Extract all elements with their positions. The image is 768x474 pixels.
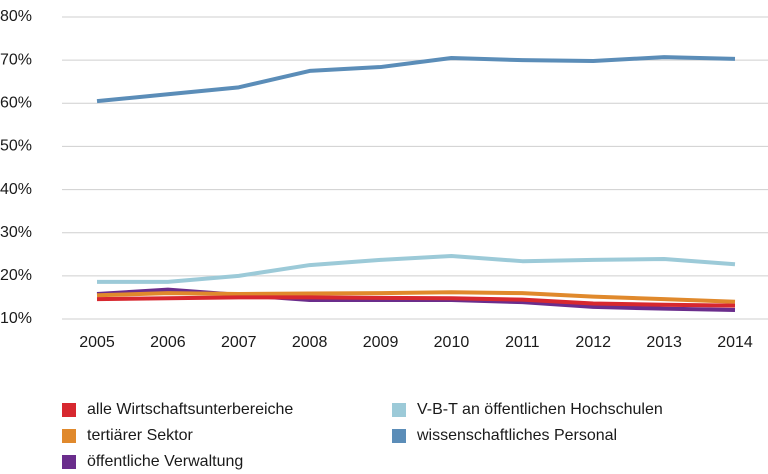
series-line: [97, 254, 736, 284]
legend-label: tertiärer Sektor: [87, 427, 193, 444]
legend-label: wissenschaftliches Personal: [416, 427, 617, 444]
x-tick-label: 2011: [505, 334, 540, 351]
x-tick-label: 2006: [150, 334, 186, 351]
x-tick-label: 2007: [221, 334, 257, 351]
x-tick-label: 2012: [575, 334, 611, 351]
legend-swatch: [392, 429, 406, 443]
legend-label: alle Wirtschaftsunterbereiche: [87, 401, 293, 418]
y-tick-label: 10%: [0, 310, 32, 327]
legend-label: öffentliche Verwaltung: [87, 453, 243, 470]
y-tick-label: 30%: [0, 224, 32, 241]
legend-swatch: [392, 403, 406, 417]
x-tick-label: 2008: [292, 334, 328, 351]
x-tick-label: 2013: [646, 334, 682, 351]
legend-label: V-B-T an öffentlichen Hochschulen: [417, 401, 663, 418]
y-tick-label: 60%: [0, 95, 32, 112]
y-tick-label: 80%: [0, 8, 32, 25]
x-tick-label: 2010: [434, 334, 470, 351]
series-line: [96, 290, 736, 304]
y-tick-label: 40%: [0, 181, 32, 198]
y-tick-label: 50%: [0, 138, 32, 155]
y-tick-label: 20%: [0, 267, 32, 284]
y-tick-label: 70%: [0, 51, 32, 68]
legend-swatch: [62, 429, 76, 443]
x-tick-label: 2014: [717, 334, 753, 351]
series-line: [96, 295, 736, 308]
x-tick-label: 2005: [79, 334, 115, 351]
x-tick-label: 2009: [363, 334, 399, 351]
legend-swatch: [62, 403, 76, 417]
legend-swatch: [62, 455, 76, 469]
series-line: [96, 55, 736, 104]
